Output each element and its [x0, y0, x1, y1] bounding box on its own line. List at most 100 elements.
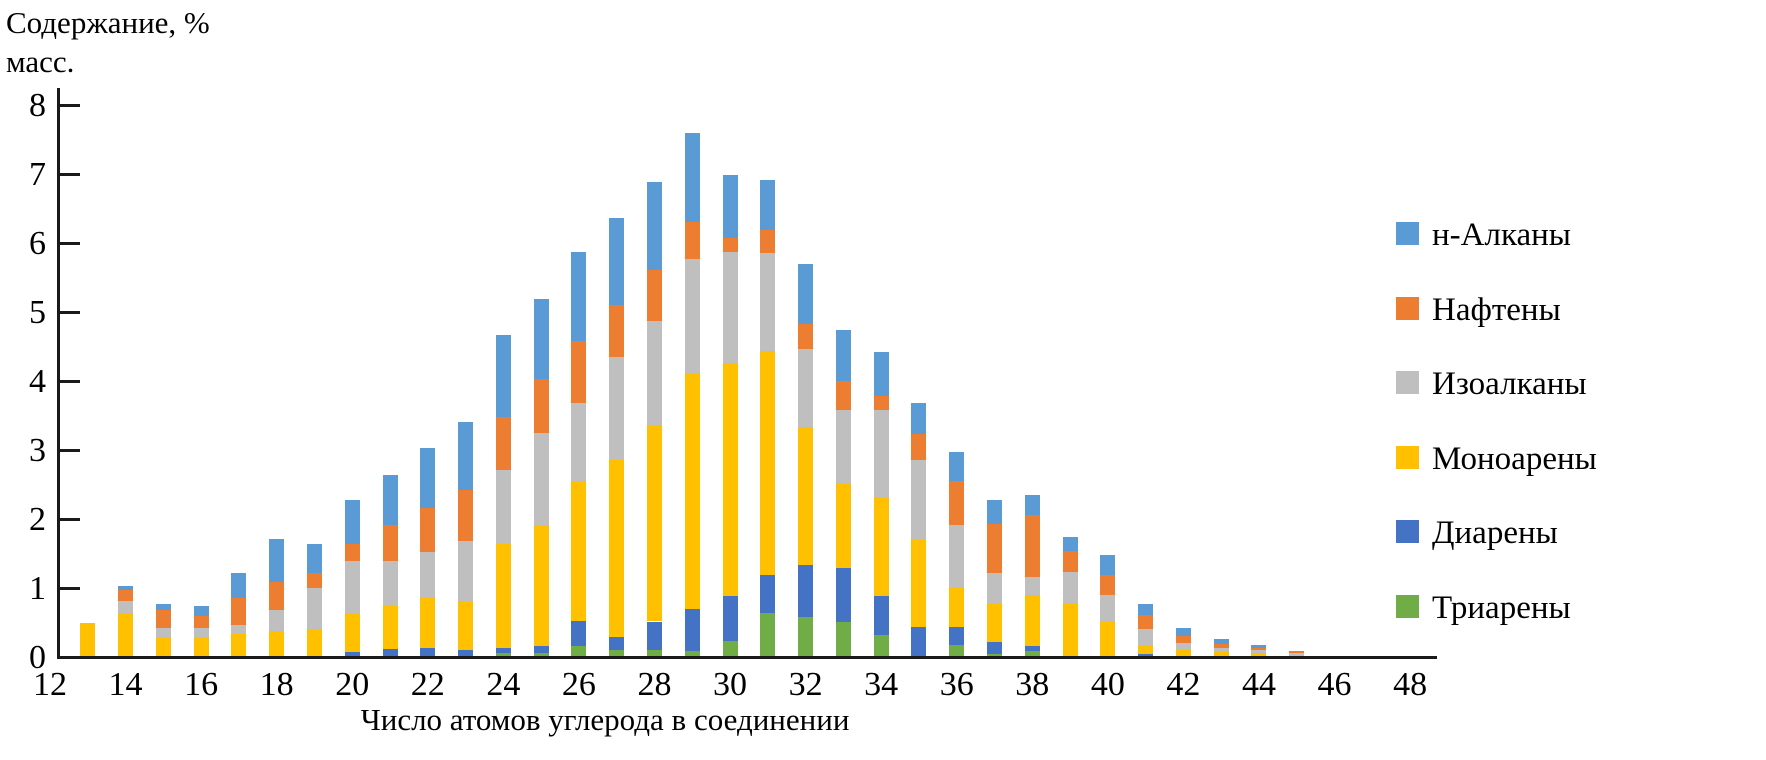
bar-segment-Изоалканы: [911, 460, 927, 541]
bar-segment-Нафтены: [382, 524, 398, 562]
bar-segment-н-Алканы: [344, 500, 360, 544]
bar-segment-н-Алканы: [118, 586, 134, 591]
bar-segment-н-Алканы: [646, 181, 662, 271]
bar-segment-Нафтены: [571, 340, 587, 404]
bar-segment-Изоалканы: [1062, 571, 1078, 603]
bar-segment-н-Алканы: [873, 352, 889, 396]
y-tick-label: 2: [29, 501, 46, 538]
bar-segment-Нафтены: [911, 433, 927, 461]
bar-segment-Нафтены: [684, 221, 700, 259]
bar-segment-н-Алканы: [949, 451, 965, 482]
bar-segment-Диарены: [911, 627, 927, 656]
bar-segment-Моноарены: [835, 484, 851, 569]
y-axis-line: [57, 88, 60, 659]
bar-segment-н-Алканы: [1024, 494, 1040, 515]
x-axis-title: Число атомов углерода в соединении: [360, 702, 850, 737]
x-tick-label: 34: [864, 666, 899, 703]
bar-segment-Диарены: [609, 636, 625, 651]
bar-segment-Нафтены: [722, 237, 738, 252]
y-tick-label: 7: [29, 156, 46, 193]
bar-segment-Нафтены: [949, 481, 965, 525]
bar-segment-Моноарены: [1062, 602, 1078, 656]
bar-segment-Изоалканы: [571, 403, 587, 482]
bar-segment-Нафтены: [231, 598, 247, 625]
legend-label: Изоалканы: [1432, 366, 1587, 403]
bar-segment-Триарены: [571, 646, 587, 656]
bar-segment-н-Алканы: [722, 175, 738, 238]
bar-segment-Моноарены: [155, 637, 171, 656]
bar-segment-Диарены: [382, 649, 398, 656]
bar-segment-Изоалканы: [155, 628, 171, 638]
legend-swatch-icon: [1396, 520, 1419, 544]
bar-segment-н-Алканы: [571, 251, 587, 341]
bar-segment-Диарены: [835, 568, 851, 623]
bar-segment-н-Алканы: [684, 132, 700, 222]
bar-segment-Диарены: [722, 595, 738, 641]
bar-segment-Моноарены: [1138, 644, 1154, 654]
bar-segment-Триарены: [873, 635, 889, 656]
bar-segment-Моноарены: [722, 363, 738, 596]
y-tick-label: 6: [29, 225, 46, 262]
bar-segment-Моноарены: [760, 351, 776, 576]
y-tick-label: 1: [29, 570, 46, 607]
y-tick: [60, 173, 80, 176]
bar-segment-н-Алканы: [231, 573, 247, 599]
y-axis-title: Содержание, % масс.: [6, 4, 210, 82]
bar-segment-н-Алканы: [987, 500, 1002, 524]
bar-segment-Триарены: [646, 649, 662, 656]
bar-segment-Нафтены: [1251, 647, 1267, 650]
bar-segment-Нафтены: [1138, 614, 1154, 630]
bar-segment-Диарены: [344, 651, 360, 656]
legend-label: Нафтены: [1432, 291, 1561, 328]
bar-segment-н-Алканы: [533, 299, 549, 379]
bar-segment-Диарены: [420, 648, 436, 656]
bar-segment-Нафтены: [873, 395, 889, 411]
bar-segment-Диарены: [571, 620, 587, 647]
bar-segment-Диарены: [1138, 653, 1154, 656]
bar-segment-Моноарены: [458, 600, 474, 650]
bar-segment-Нафтены: [1213, 644, 1229, 648]
bar-segment-Моноарены: [306, 629, 322, 656]
bar-segment-Моноарены: [949, 588, 965, 627]
y-tick-label: 4: [29, 363, 46, 400]
bar-segment-Триарены: [949, 644, 965, 656]
y-tick: [60, 311, 80, 314]
bar-segment-Изоалканы: [306, 588, 322, 630]
bar-segment-н-Алканы: [495, 335, 511, 417]
y-tick-label: 8: [29, 87, 46, 124]
bar-segment-Диарены: [495, 647, 511, 654]
legend-swatch-icon: [1396, 371, 1419, 395]
bar-segment-Диарены: [760, 575, 776, 614]
bar-segment-Моноарены: [1213, 651, 1229, 656]
bar-segment-Нафтены: [420, 508, 436, 552]
bar-segment-н-Алканы: [269, 539, 285, 583]
bar-segment-Изоалканы: [118, 601, 134, 613]
bar-segment-Изоалканы: [231, 624, 247, 634]
legend-swatch-icon: [1396, 595, 1419, 618]
bar-segment-Изоалканы: [1213, 647, 1229, 652]
y-tick: [60, 587, 80, 590]
legend-label: Моноарены: [1432, 440, 1597, 477]
bar-segment-Нафтены: [1062, 551, 1078, 572]
bar-segment-Диарены: [533, 646, 549, 653]
bar-segment-н-Алканы: [1100, 555, 1116, 575]
bar-segment-Моноарены: [118, 612, 134, 656]
bar-segment-Изоалканы: [495, 469, 511, 544]
bar-segment-Диарены: [646, 621, 662, 650]
bar-segment-Триарены: [1024, 651, 1040, 656]
bar-segment-Моноарены: [231, 633, 247, 656]
bar-segment-Моноарены: [873, 497, 889, 596]
x-tick-label: 30: [713, 666, 748, 703]
legend-item-Диарены: Диарены: [1396, 516, 1766, 550]
legend-label: Диарены: [1432, 515, 1558, 552]
bar-segment-Нафтены: [155, 609, 171, 629]
bar-segment-н-Алканы: [1062, 536, 1078, 552]
x-tick-label: 28: [637, 666, 672, 703]
bar-segment-Триарены: [987, 653, 1002, 656]
bar-segment-Нафтены: [1100, 574, 1116, 596]
bar-segment-Нафтены: [193, 615, 209, 628]
bar-segment-Изоалканы: [835, 409, 851, 485]
x-tick-label: 26: [561, 666, 596, 703]
bar-segment-Моноарены: [987, 604, 1002, 643]
